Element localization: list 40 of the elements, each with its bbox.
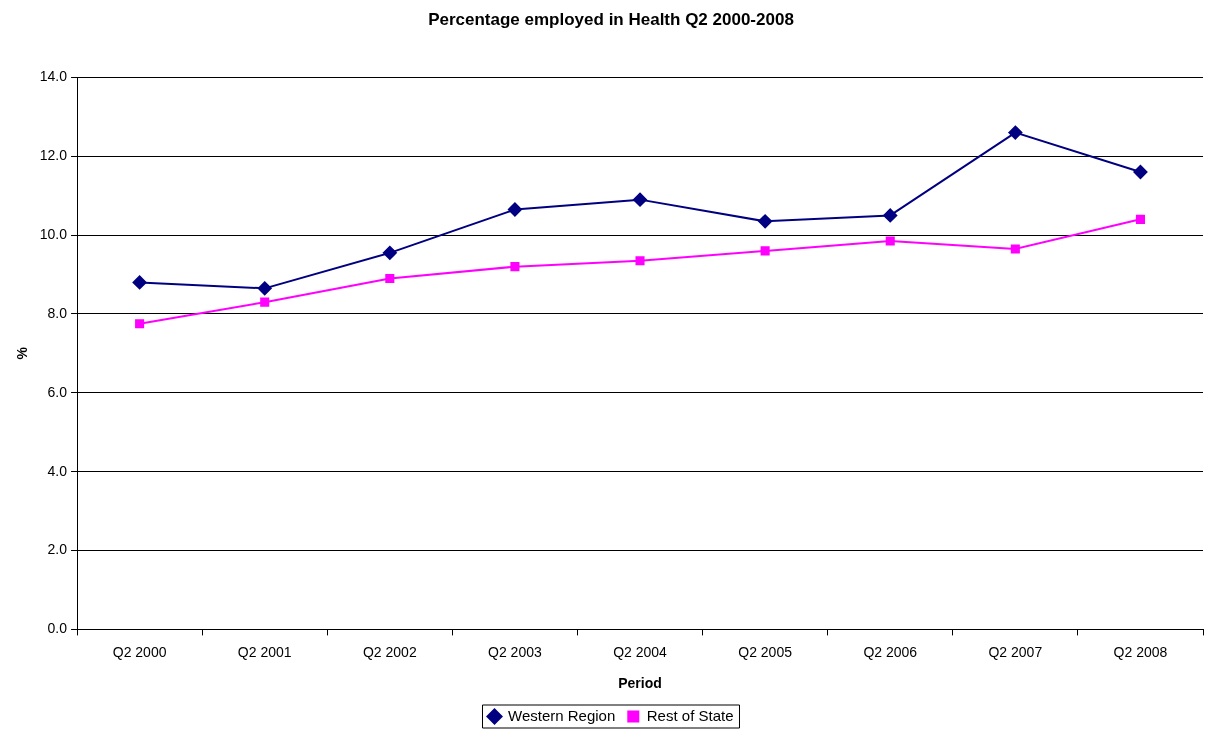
point bbox=[635, 256, 645, 266]
point bbox=[507, 202, 522, 217]
x-tick-label: Q2 2004 bbox=[613, 643, 668, 660]
point bbox=[382, 245, 397, 260]
legend-label: Rest of State bbox=[646, 706, 734, 724]
point bbox=[260, 297, 270, 307]
chart-title: Percentage employed in Health Q2 2000-2008 bbox=[428, 9, 794, 29]
point bbox=[135, 319, 145, 329]
point bbox=[1010, 244, 1020, 254]
y-tick-label: 8.0 bbox=[47, 304, 68, 321]
y-tick-label: 12.0 bbox=[39, 147, 68, 164]
y-axis-title: % bbox=[14, 346, 31, 360]
point bbox=[385, 273, 395, 284]
point bbox=[132, 275, 147, 290]
y-tick-label: 2.0 bbox=[47, 541, 68, 558]
x-tick-label: Q2 2001 bbox=[237, 643, 292, 660]
point bbox=[633, 192, 648, 207]
x-tick-label: Q2 2006 bbox=[863, 643, 918, 660]
x-tick-label: Q2 2007 bbox=[988, 643, 1043, 660]
point bbox=[883, 208, 898, 223]
x-tick-label: Q2 2002 bbox=[362, 643, 417, 660]
point bbox=[1133, 165, 1148, 180]
point bbox=[257, 281, 272, 296]
x-tick-label: Q2 2003 bbox=[488, 643, 542, 660]
y-tick-label: 0.0 bbox=[47, 620, 68, 637]
x-tick-label: Q2 2000 bbox=[112, 643, 167, 660]
point bbox=[885, 236, 895, 246]
x-tick-label: Q2 2008 bbox=[1113, 643, 1168, 660]
point bbox=[1008, 125, 1023, 140]
y-tick-label: 10.0 bbox=[39, 225, 68, 242]
legend-label: Western Region bbox=[508, 706, 616, 724]
y-tick-label: 6.0 bbox=[47, 383, 68, 400]
point bbox=[760, 246, 770, 256]
y-tick-label: 4.0 bbox=[47, 462, 68, 479]
y-tick-label: 14.0 bbox=[39, 68, 68, 85]
point bbox=[758, 214, 773, 229]
point bbox=[1135, 214, 1145, 224]
point bbox=[510, 262, 520, 272]
x-axis-title: Period bbox=[618, 675, 662, 692]
x-tick-label: Q2 2005 bbox=[738, 643, 793, 660]
